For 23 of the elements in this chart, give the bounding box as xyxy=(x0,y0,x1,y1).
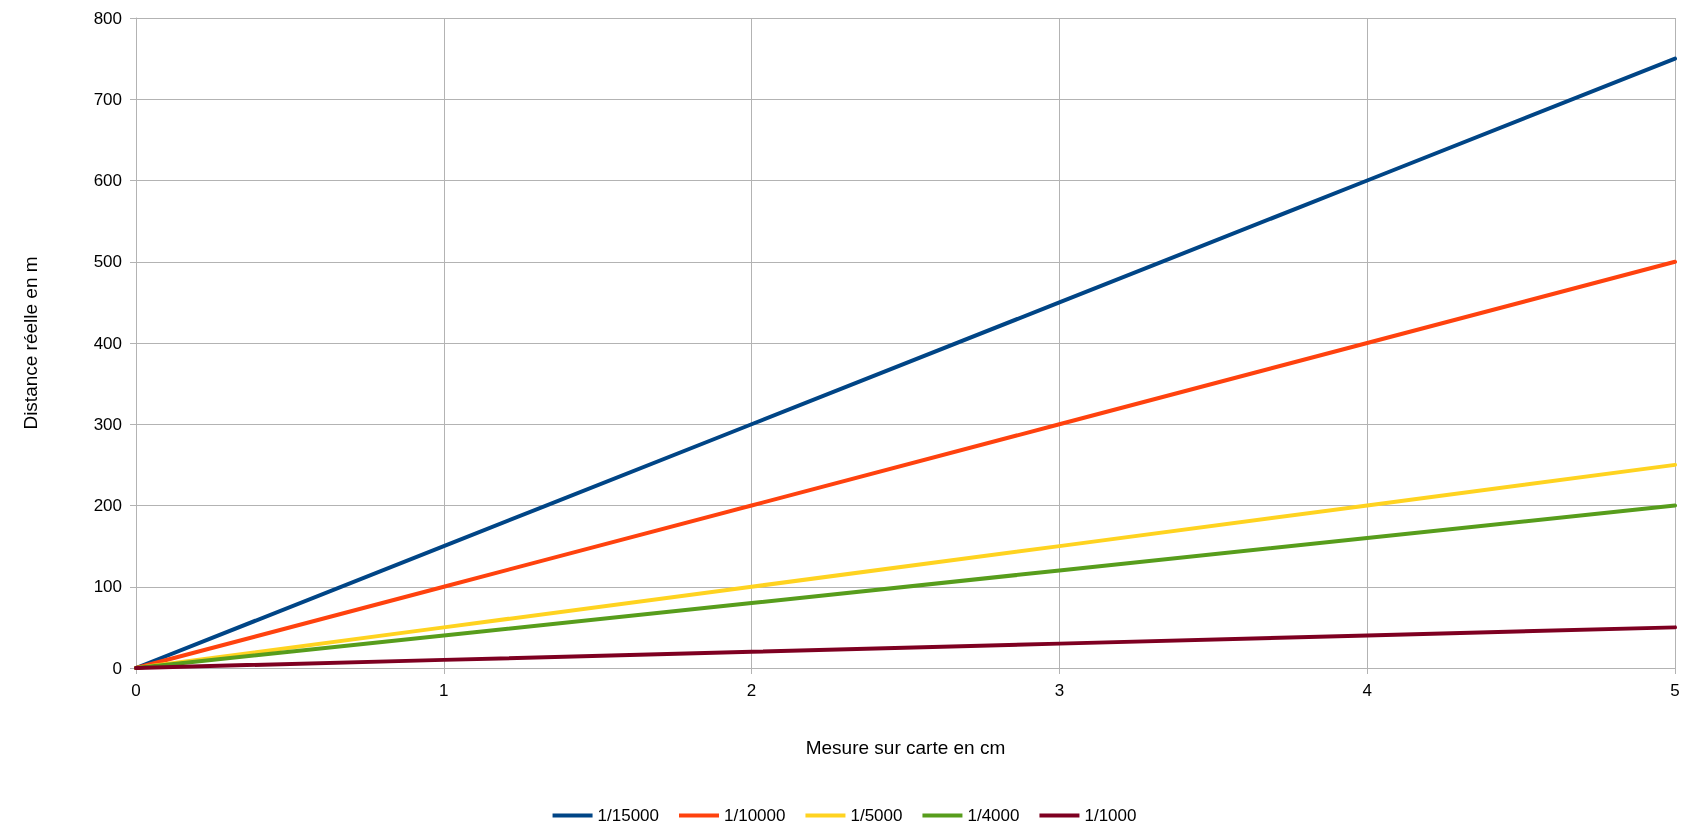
x-tick-label: 4 xyxy=(1362,681,1372,700)
legend-label: 1/10000 xyxy=(724,806,786,825)
y-tick-label: 0 xyxy=(112,658,122,678)
y-tick-label: 700 xyxy=(93,89,122,109)
y-tick-label: 300 xyxy=(93,414,122,434)
x-tick-label: 0 xyxy=(131,681,141,700)
x-axis-title: Mesure sur carte en cm xyxy=(805,737,1006,758)
x-tick-label: 3 xyxy=(1054,681,1065,700)
line-series xyxy=(134,625,1677,670)
legend-label: 1/4000 xyxy=(967,806,1020,825)
y-tick-label: 800 xyxy=(93,8,122,28)
y-tick-label: 500 xyxy=(93,252,122,272)
y-axis-title: Distance réelle en m xyxy=(20,256,41,430)
x-tick-label: 2 xyxy=(746,681,757,700)
y-tick-label: 200 xyxy=(93,496,122,515)
legend-label: 1/15000 xyxy=(597,806,660,825)
y-tick-label: 600 xyxy=(93,171,122,190)
x-tick-label: 1 xyxy=(439,681,449,700)
x-tick-label: 5 xyxy=(1670,681,1680,700)
y-tick-label: 400 xyxy=(93,333,122,353)
legend-label: 1/5000 xyxy=(850,806,903,825)
y-tick-label: 100 xyxy=(93,577,122,597)
legend-label: 1/1000 xyxy=(1084,806,1137,825)
